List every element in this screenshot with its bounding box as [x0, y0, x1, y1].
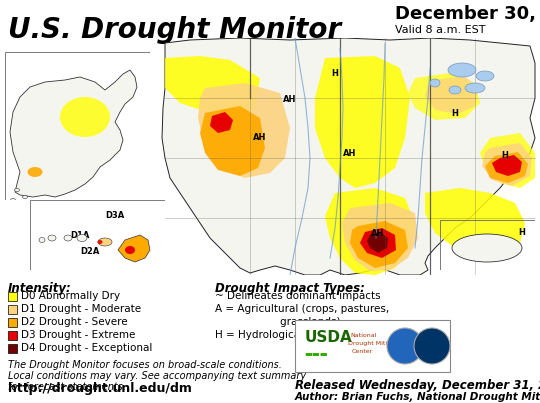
Text: D2A: D2A — [80, 247, 99, 256]
Polygon shape — [118, 235, 150, 262]
Polygon shape — [162, 38, 535, 275]
Ellipse shape — [48, 235, 56, 241]
Text: December 30, 2008: December 30, 2008 — [395, 5, 540, 23]
Text: H: H — [502, 152, 509, 160]
Ellipse shape — [125, 246, 135, 254]
Ellipse shape — [39, 237, 45, 243]
Text: http://drought.unl.edu/dm: http://drought.unl.edu/dm — [8, 382, 192, 395]
Text: H: H — [451, 108, 458, 118]
Text: Drought Impact Types:: Drought Impact Types: — [215, 282, 365, 295]
Text: AH: AH — [284, 96, 296, 104]
Ellipse shape — [28, 167, 43, 177]
Text: ▬▬▬: ▬▬▬ — [304, 351, 328, 359]
Text: Center: Center — [352, 349, 373, 354]
Ellipse shape — [448, 63, 476, 77]
Polygon shape — [165, 56, 260, 118]
Text: AH: AH — [372, 229, 384, 239]
Text: D1 Drought - Moderate: D1 Drought - Moderate — [21, 304, 141, 314]
Ellipse shape — [452, 234, 522, 262]
Text: Valid 8 a.m. EST: Valid 8 a.m. EST — [395, 25, 485, 35]
Text: AH: AH — [343, 148, 357, 158]
Text: National: National — [350, 333, 376, 338]
Text: for forecast statements.: for forecast statements. — [8, 382, 126, 392]
Ellipse shape — [98, 240, 103, 244]
Ellipse shape — [430, 79, 440, 87]
Polygon shape — [482, 143, 532, 186]
FancyBboxPatch shape — [295, 320, 450, 372]
Text: H = Hydrological (water): H = Hydrological (water) — [215, 330, 344, 340]
Text: The Drought Monitor focuses on broad-scale conditions.: The Drought Monitor focuses on broad-sca… — [8, 360, 282, 370]
Circle shape — [387, 328, 423, 364]
Ellipse shape — [98, 238, 112, 246]
Text: Drought Mitigation: Drought Mitigation — [348, 341, 407, 346]
Text: U.S. Drought Monitor: U.S. Drought Monitor — [8, 16, 341, 44]
Polygon shape — [200, 106, 265, 176]
Ellipse shape — [10, 199, 16, 202]
Polygon shape — [425, 76, 478, 114]
Text: Local conditions may vary. See accompanying text summary: Local conditions may vary. See accompany… — [8, 371, 306, 381]
Polygon shape — [492, 155, 522, 176]
Text: H: H — [332, 69, 339, 77]
Ellipse shape — [60, 97, 110, 137]
Polygon shape — [360, 228, 396, 258]
Text: A = Agricultural (crops, pastures,: A = Agricultural (crops, pastures, — [215, 304, 389, 314]
Polygon shape — [408, 73, 480, 120]
Polygon shape — [342, 203, 418, 271]
Polygon shape — [485, 152, 528, 183]
Text: D1A: D1A — [70, 231, 90, 239]
Polygon shape — [315, 56, 410, 188]
Bar — [8, 318, 17, 326]
Ellipse shape — [15, 189, 19, 191]
Polygon shape — [10, 70, 137, 197]
Polygon shape — [480, 133, 535, 188]
Text: D4 Drought - Exceptional: D4 Drought - Exceptional — [21, 343, 152, 353]
Text: Intensity:: Intensity: — [8, 282, 72, 295]
Text: D2 Drought - Severe: D2 Drought - Severe — [21, 317, 127, 327]
Polygon shape — [367, 232, 388, 253]
Ellipse shape — [449, 86, 461, 94]
Ellipse shape — [77, 235, 87, 241]
Text: AH: AH — [253, 133, 267, 143]
Ellipse shape — [465, 83, 485, 93]
Polygon shape — [198, 83, 290, 178]
Circle shape — [414, 328, 450, 364]
Polygon shape — [325, 188, 415, 275]
Bar — [8, 291, 17, 301]
Ellipse shape — [64, 235, 72, 241]
Polygon shape — [425, 188, 525, 258]
Polygon shape — [350, 221, 408, 268]
Text: D3 Drought - Extreme: D3 Drought - Extreme — [21, 330, 136, 340]
Ellipse shape — [476, 71, 494, 81]
Text: grasslands): grasslands) — [215, 317, 341, 327]
Bar — [8, 343, 17, 353]
Bar — [8, 330, 17, 339]
Text: USDA: USDA — [305, 330, 353, 345]
Text: ~ Delineates dominant impacts: ~ Delineates dominant impacts — [215, 291, 381, 301]
Bar — [8, 305, 17, 314]
Text: D0 Abnormally Dry: D0 Abnormally Dry — [21, 291, 120, 301]
Text: Released Wednesday, December 31, 2008: Released Wednesday, December 31, 2008 — [295, 379, 540, 392]
Polygon shape — [210, 112, 233, 133]
Text: H: H — [518, 229, 525, 237]
Text: D3A: D3A — [105, 210, 124, 220]
Ellipse shape — [23, 195, 28, 199]
Text: Author: Brian Fuchs, National Drought Mitigation Center: Author: Brian Fuchs, National Drought Mi… — [295, 392, 540, 402]
